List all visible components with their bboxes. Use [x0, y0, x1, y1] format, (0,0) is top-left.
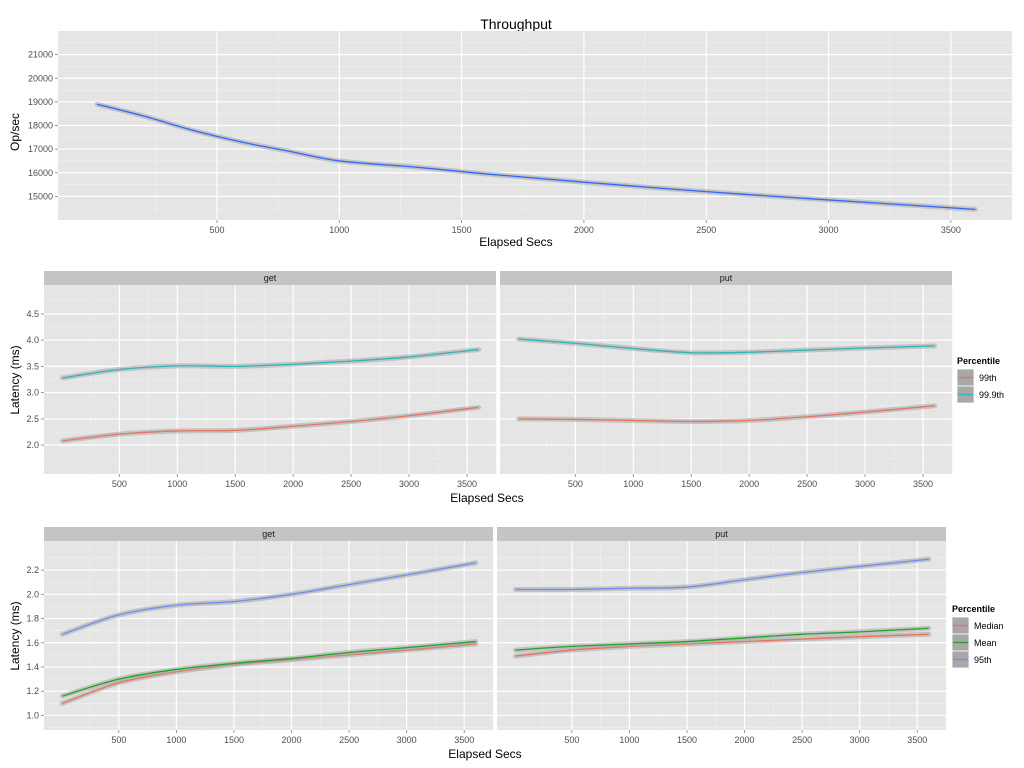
y-tick-label: 21000 — [28, 50, 53, 60]
y-tick-label: 3.0 — [26, 388, 39, 398]
x-tick-label: 3000 — [397, 735, 417, 745]
x-tick-label: 500 — [112, 479, 127, 489]
y-tick-label: 2.0 — [26, 440, 39, 450]
x-tick-label: 1500 — [224, 735, 244, 745]
x-axis-title: Elapsed Secs — [479, 235, 552, 249]
facet-strip — [44, 527, 493, 541]
y-tick-label: 1.8 — [26, 614, 39, 624]
facet-label: get — [264, 273, 277, 283]
x-tick-label: 500 — [209, 225, 224, 235]
y-axis-title: Latency (ms) — [8, 601, 22, 670]
y-tick-label: 4.5 — [26, 309, 39, 319]
legend-label: Mean — [974, 638, 997, 648]
y-tick-label: 2.2 — [26, 565, 39, 575]
series-line-95th — [62, 562, 476, 635]
legend-label: 99.9th — [979, 390, 1004, 400]
y-axis-title: Op/sec — [8, 113, 22, 151]
panel-get: get 500 1000 1500 2000 2500 3000 3500 2.0 2.5 3.0 3… — [26, 271, 497, 489]
x-tick-label: 2000 — [283, 479, 303, 489]
x-tick-label: 1500 — [677, 735, 697, 745]
x-axis-title: Elapsed Secs — [450, 491, 523, 505]
y-tick-label: 1.0 — [26, 710, 39, 720]
x-tick-label: 1000 — [167, 479, 187, 489]
x-tick-label: 3500 — [907, 735, 927, 745]
series-line-median — [515, 633, 929, 657]
x-tick-label: 3000 — [399, 479, 419, 489]
facet-label: get — [262, 529, 275, 539]
panel-put: put 500 1000 1500 2000 2500 3000 3500 — [497, 527, 947, 745]
chart-3: get 500 1000 1500 2000 2500 3000 3500 1.0 1.2 1.4 1… — [8, 527, 1004, 761]
x-tick-label: 500 — [564, 735, 579, 745]
y-tick-label: 1.4 — [26, 662, 39, 672]
x-tick-label: 1000 — [623, 479, 643, 489]
x-tick-label: 3500 — [941, 225, 961, 235]
facet-label: put — [720, 273, 733, 283]
legend: Percentile Median Mean 95th — [951, 604, 1004, 669]
facet-strip — [44, 271, 496, 285]
y-tick-label: 15000 — [28, 191, 53, 201]
series-line-95th — [515, 558, 929, 591]
y-axis-title: Latency (ms) — [8, 345, 22, 414]
y-tick-label: 19000 — [28, 97, 53, 107]
facet-strip — [500, 271, 952, 285]
x-tick-label: 3000 — [855, 479, 875, 489]
y-tick-label: 1.6 — [26, 638, 39, 648]
panel-put: put 500 1000 1500 2000 2500 3000 3500 — [500, 271, 953, 489]
x-tick-label: 2500 — [341, 479, 361, 489]
series-line-99-9th — [518, 338, 935, 354]
y-tick-label: 4.0 — [26, 335, 39, 345]
legend-label: Median — [974, 621, 1004, 631]
x-tick-label: 2000 — [739, 479, 759, 489]
x-tick-label: 500 — [568, 479, 583, 489]
chart-title: Throughput — [480, 16, 552, 32]
x-tick-label: 3500 — [457, 479, 477, 489]
x-tick-label: 1500 — [225, 479, 245, 489]
x-tick-label: 1000 — [329, 225, 349, 235]
legend-title: Percentile — [957, 356, 1000, 366]
legend-label: 95th — [974, 655, 992, 665]
x-tick-label: 2000 — [282, 735, 302, 745]
facet-label: put — [715, 529, 728, 539]
x-tick-label: 2500 — [696, 225, 716, 235]
series-line-mean — [62, 640, 476, 697]
y-tick-label: 20000 — [28, 73, 53, 83]
x-tick-label: 2500 — [339, 735, 359, 745]
panel-main: 500 1000 1500 2000 2500 3000 3500 15000 16000 170… — [28, 31, 1013, 235]
legend: Percentile 99th 99.9th — [956, 356, 1004, 404]
legend-label: 99th — [979, 373, 997, 383]
y-tick-label: 2.5 — [26, 414, 39, 424]
x-axis-title: Elapsed Secs — [448, 747, 521, 761]
legend-title: Percentile — [952, 604, 995, 614]
x-tick-label: 3000 — [850, 735, 870, 745]
x-tick-label: 2000 — [574, 225, 594, 235]
x-tick-label: 1500 — [681, 479, 701, 489]
series-line-99-9th — [62, 348, 479, 379]
x-tick-label: 1500 — [452, 225, 472, 235]
chart-1: Throughput 500 1000 1500 2000 2500 3000 3500 150… — [8, 16, 1013, 249]
x-tick-label: 3500 — [454, 735, 474, 745]
x-tick-label: 1000 — [619, 735, 639, 745]
series-line-99th — [62, 406, 479, 442]
series-line-99th — [518, 405, 935, 423]
y-tick-label: 1.2 — [26, 686, 39, 696]
y-tick-label: 2.0 — [26, 589, 39, 599]
chart-2: get 500 1000 1500 2000 2500 3000 3500 2.0 2.5 3.0 3… — [8, 271, 1004, 505]
x-tick-label: 500 — [111, 735, 126, 745]
x-tick-label: 2500 — [792, 735, 812, 745]
x-tick-label: 2000 — [735, 735, 755, 745]
y-tick-label: 3.5 — [26, 361, 39, 371]
x-tick-label: 1000 — [166, 735, 186, 745]
series-line-mean — [515, 627, 929, 651]
panel-get: get 500 1000 1500 2000 2500 3000 3500 1.0 1.2 1.4 1… — [26, 527, 494, 745]
y-tick-label: 16000 — [28, 168, 53, 178]
facet-strip — [497, 527, 946, 541]
x-tick-label: 3000 — [819, 225, 839, 235]
x-tick-label: 2500 — [797, 479, 817, 489]
series-line-throughput — [96, 103, 976, 211]
y-tick-label: 17000 — [28, 144, 53, 154]
x-tick-label: 3500 — [913, 479, 933, 489]
y-tick-label: 18000 — [28, 121, 53, 131]
